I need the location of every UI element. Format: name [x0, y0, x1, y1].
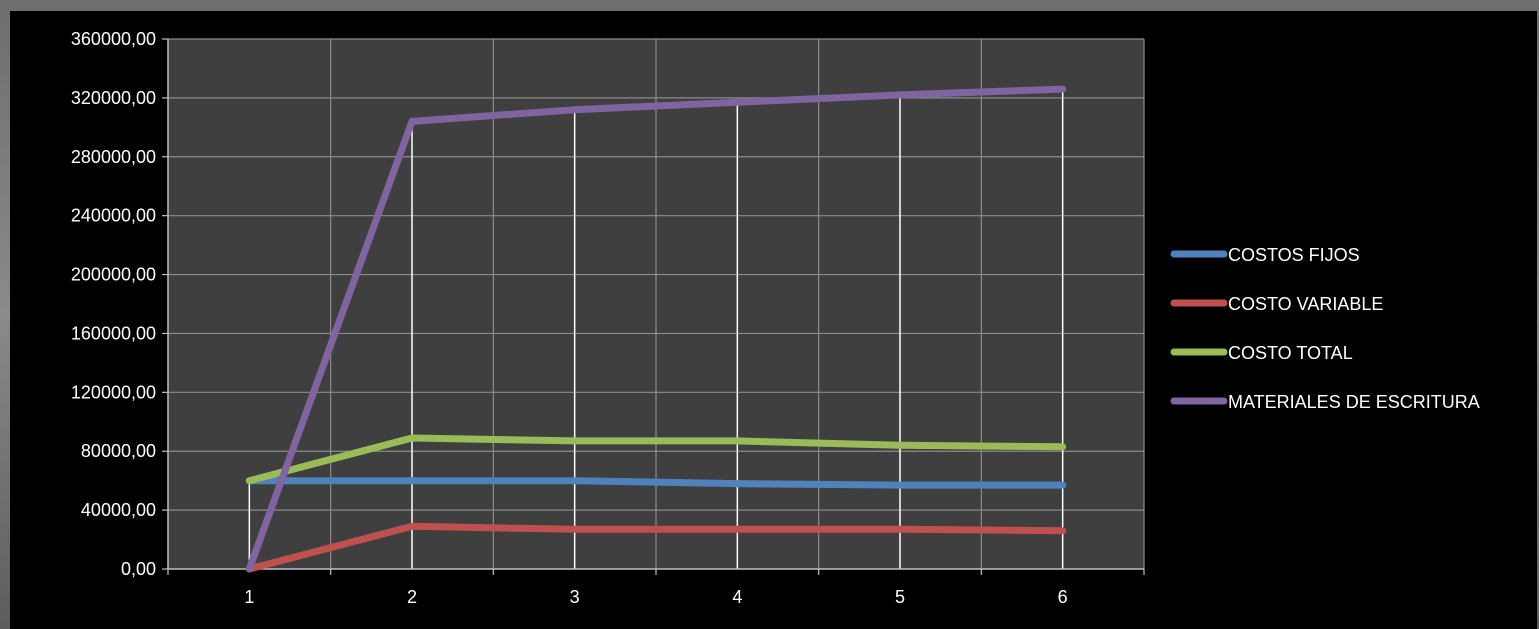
legend-label: MATERIALES DE ESCRITURA — [1228, 392, 1480, 412]
drop-lines — [248, 89, 1064, 569]
y-tick-label: 360000,00 — [71, 29, 156, 49]
x-tick-label: 6 — [1058, 587, 1068, 607]
legend-label: COSTO TOTAL — [1228, 343, 1353, 363]
x-tick-label: 1 — [244, 587, 254, 607]
chart-area: 0,00 40000,00 80000,00 120000,00 160000,00 20… — [10, 11, 1537, 629]
legend-label: COSTO VARIABLE — [1228, 294, 1383, 314]
series-line-3 — [245, 434, 1067, 485]
x-tick-label: 2 — [407, 587, 417, 607]
y-tick-label: 280000,00 — [71, 147, 156, 167]
y-tick-label: 0,00 — [121, 559, 156, 579]
y-axis-ticks: 0,00 40000,00 80000,00 120000,00 160000,00 20… — [71, 29, 168, 579]
x-tick-label: 4 — [732, 587, 742, 607]
line-chart: 0,00 40000,00 80000,00 120000,00 160000,00 20… — [71, 29, 1480, 607]
series-line-1 — [245, 477, 1067, 489]
y-tick-label: 320000,00 — [71, 88, 156, 108]
legend: COSTOS FIJOS COSTO VARIABLE COSTO TOTAL MAT… — [1170, 245, 1480, 412]
y-tick-label: 240000,00 — [71, 206, 156, 226]
y-tick-label: 120000,00 — [71, 382, 156, 402]
legend-label: COSTOS FIJOS — [1228, 245, 1360, 265]
series-line-2 — [245, 522, 1067, 573]
y-tick-label: 200000,00 — [71, 265, 156, 285]
y-tick-label: 80000,00 — [81, 441, 156, 461]
x-tick-label: 3 — [570, 587, 580, 607]
vertical-gridlines — [330, 39, 1145, 569]
x-axis-ticks: 1 2 3 4 5 6 — [167, 569, 1145, 607]
x-tick-label: 5 — [895, 587, 905, 607]
series-line-4 — [245, 85, 1067, 573]
y-tick-label: 40000,00 — [81, 500, 156, 520]
series-lines — [245, 85, 1067, 573]
y-tick-label: 160000,00 — [71, 323, 156, 343]
